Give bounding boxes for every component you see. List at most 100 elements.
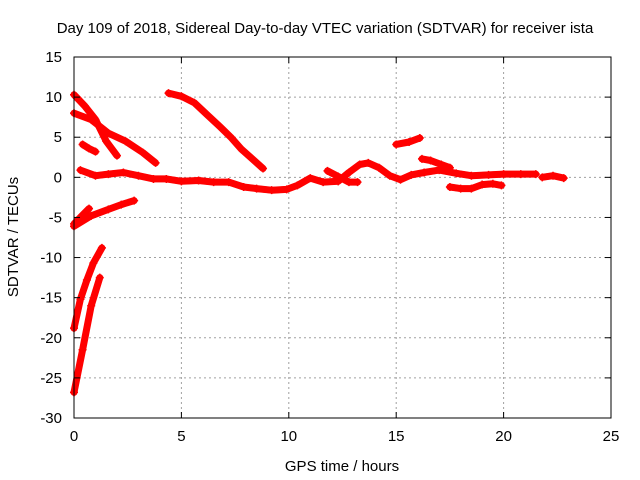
data-point xyxy=(538,173,547,182)
data-point xyxy=(149,174,158,183)
data-point xyxy=(319,178,328,187)
data-point xyxy=(248,154,257,163)
data-point xyxy=(177,92,186,101)
data-point xyxy=(121,137,130,146)
y-tick-label: -25 xyxy=(40,370,62,387)
data-point xyxy=(162,174,171,183)
data-point xyxy=(226,133,235,142)
data-point xyxy=(344,168,353,177)
data-point xyxy=(452,169,461,178)
data-point xyxy=(216,122,225,131)
data-point xyxy=(267,186,276,195)
data-point xyxy=(85,204,94,213)
data-point xyxy=(203,110,212,119)
series-neg-2 xyxy=(70,196,139,231)
data-point xyxy=(293,181,302,190)
plot-frame xyxy=(73,56,612,419)
data-point xyxy=(385,171,394,180)
series-edge-upper xyxy=(449,180,503,187)
data-point xyxy=(437,160,446,169)
data-point xyxy=(435,166,444,175)
series-seg-18 xyxy=(445,179,506,193)
y-tick-label: -5 xyxy=(49,209,62,226)
data-point xyxy=(353,178,362,187)
data-point xyxy=(89,259,98,268)
series-edge-lower xyxy=(449,185,503,192)
data-point xyxy=(516,170,525,179)
data-point xyxy=(237,145,246,154)
chart-title: Day 109 of 2018, Sidereal Day-to-day VTE… xyxy=(57,20,594,37)
data-point xyxy=(392,140,401,149)
data-point xyxy=(78,140,87,149)
data-point xyxy=(549,171,558,180)
data-point xyxy=(239,182,248,191)
series-seg-12 xyxy=(323,166,362,187)
data-point xyxy=(164,89,173,98)
data-point xyxy=(484,170,493,179)
data-point xyxy=(407,170,416,179)
data-point xyxy=(104,205,113,214)
series-seg-15 xyxy=(392,134,424,149)
data-point xyxy=(194,176,203,185)
data-point xyxy=(531,170,540,179)
data-point xyxy=(478,180,487,189)
data-point xyxy=(323,166,332,175)
series-edge-lower xyxy=(326,172,359,186)
data-point xyxy=(420,168,429,177)
data-point xyxy=(282,185,291,194)
y-tick-label: -15 xyxy=(40,290,62,307)
data-point xyxy=(138,148,147,157)
data-point xyxy=(87,211,96,220)
series-edge-lower xyxy=(73,114,157,167)
data-point xyxy=(445,163,454,172)
data-point xyxy=(364,158,373,167)
series-edge-upper xyxy=(326,167,359,181)
data-point xyxy=(102,137,111,146)
x-tick-label: 20 xyxy=(495,428,512,445)
data-point xyxy=(426,156,435,165)
data-point xyxy=(76,295,85,304)
data-point xyxy=(91,147,100,156)
data-point xyxy=(104,170,113,179)
x-tick-label: 25 xyxy=(603,428,620,445)
data-point xyxy=(190,98,199,107)
data-point xyxy=(467,184,476,193)
data-series xyxy=(70,89,568,397)
y-tick-label: -30 xyxy=(40,410,62,427)
data-point xyxy=(85,144,94,153)
data-point xyxy=(355,160,364,169)
data-point xyxy=(91,171,100,180)
series-edge-lower xyxy=(421,160,451,171)
data-point xyxy=(95,273,104,282)
y-tick-label: 5 xyxy=(54,129,62,146)
series-arc-late-hi xyxy=(164,89,268,173)
y-axis-label: SDTVAR / TECUs xyxy=(5,177,22,297)
y-tick-label: -20 xyxy=(40,330,62,347)
data-point xyxy=(177,177,186,186)
data-point xyxy=(119,168,128,177)
data-point xyxy=(252,184,261,193)
data-point xyxy=(415,134,424,143)
data-point xyxy=(209,178,218,187)
data-point xyxy=(405,138,414,147)
data-point xyxy=(417,154,426,163)
data-point xyxy=(488,179,497,188)
data-point xyxy=(76,166,85,175)
data-point xyxy=(467,171,476,180)
series-line xyxy=(76,159,540,194)
y-tick-label: -10 xyxy=(40,250,62,267)
data-point xyxy=(78,345,87,354)
data-point xyxy=(499,170,508,179)
data-point xyxy=(559,174,568,183)
x-tick-label: 10 xyxy=(280,428,297,445)
y-tick-label: 15 xyxy=(45,49,62,66)
series-edge-lower xyxy=(73,279,101,396)
series-steep-2 xyxy=(70,273,104,397)
series-edge-upper xyxy=(421,155,451,166)
data-point xyxy=(134,171,143,180)
x-axis-label: GPS time / hours xyxy=(285,458,399,475)
series-edge-lower xyxy=(79,164,537,194)
data-point xyxy=(87,115,96,124)
series-edge-upper xyxy=(73,274,101,391)
